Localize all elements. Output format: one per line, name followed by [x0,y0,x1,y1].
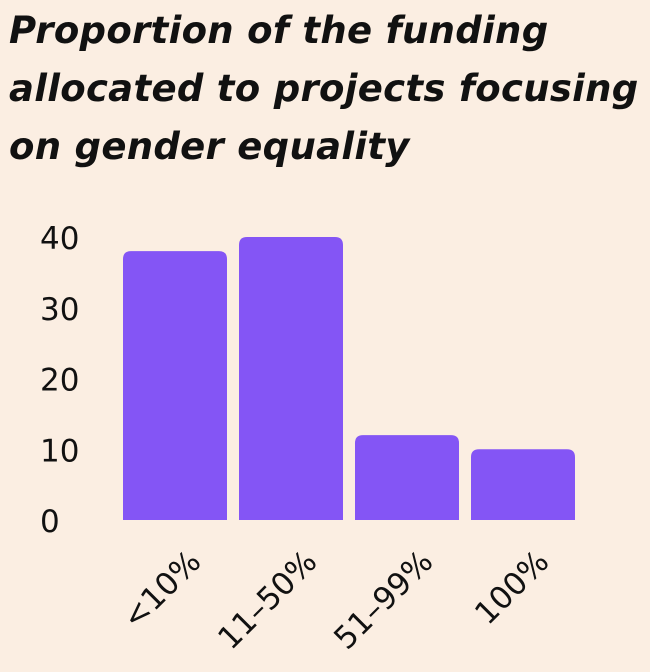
bar-1 [239,237,343,520]
bar-2 [355,435,459,520]
x-tick-label: 11–50% [211,544,324,657]
x-tick-label: <10% [116,544,209,637]
chart-title: Proportion of the funding allocated to p… [9,9,639,168]
bar-0 [123,251,227,520]
y-tick-label: 30 [40,292,79,328]
bar-3 [471,449,575,520]
y-tick-label: 0 [40,504,60,540]
x-tick-label: 51–99% [327,544,440,657]
x-tick-label: 100% [468,544,556,632]
y-tick-label: 10 [40,433,79,469]
y-tick-label: 20 [40,363,79,399]
y-tick-label: 40 [40,221,79,257]
